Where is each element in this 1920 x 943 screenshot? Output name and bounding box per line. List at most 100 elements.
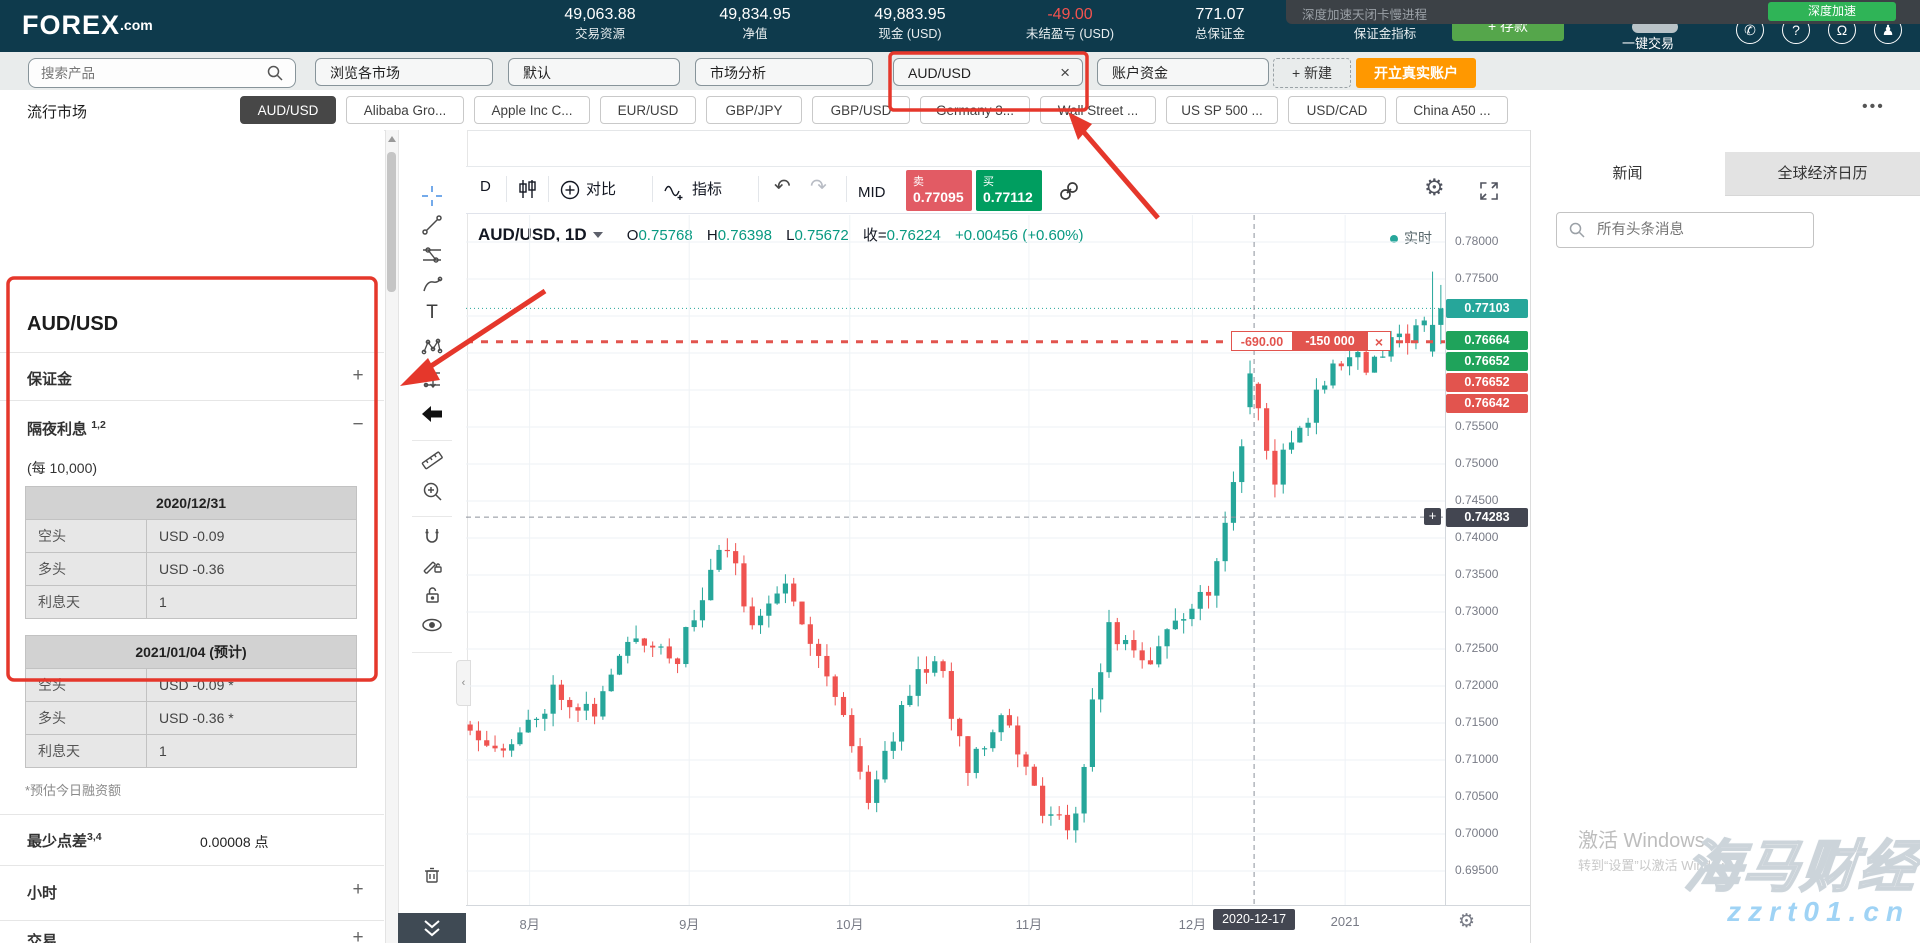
time-tick-label: 2021	[1330, 914, 1360, 929]
tab-economic-calendar[interactable]: 全球经济日历	[1725, 152, 1920, 196]
expand-icon[interactable]: +	[352, 879, 364, 900]
instrument-pill-china-a50-[interactable]: China A50 ...	[1396, 96, 1508, 124]
close-tab-icon[interactable]: ×	[1060, 63, 1070, 82]
candle	[1015, 725, 1021, 755]
candlestick-chart[interactable]	[466, 215, 1445, 905]
search-icon	[267, 65, 283, 81]
overnight-collapse-icon[interactable]: −	[352, 414, 364, 435]
sidebar-collapse-handle[interactable]: ‹	[456, 660, 471, 706]
toolbar-collapse-button[interactable]	[398, 913, 466, 943]
compare-icon[interactable]	[560, 180, 580, 205]
product-search-box[interactable]	[28, 58, 296, 88]
arrow-tool-icon[interactable]	[416, 402, 448, 430]
ruler-tool-icon[interactable]	[416, 448, 448, 476]
redo-icon[interactable]: ↷	[810, 176, 827, 198]
tab-account-funds[interactable]: 账户资金	[1097, 58, 1269, 86]
indicators-button[interactable]: 指标	[692, 181, 723, 198]
margin-expand-icon[interactable]: +	[352, 365, 364, 386]
link-order-icon[interactable]	[1058, 180, 1080, 207]
time-axis[interactable]	[466, 905, 1530, 943]
eye-tool-icon[interactable]	[416, 614, 448, 642]
instrument-pill-germany-3-[interactable]: Germany 3...	[920, 96, 1030, 124]
logo-text: FOREX	[22, 10, 121, 40]
candle	[774, 593, 780, 604]
instrument-pill-apple-inc-c-[interactable]: Apple Inc C...	[474, 96, 590, 124]
candle	[1089, 699, 1095, 767]
sidebar-scrollbar-thumb[interactable]	[387, 152, 396, 292]
tab-browse-markets[interactable]: 浏览各市场	[315, 58, 493, 86]
candle	[1181, 619, 1187, 621]
instrument-pill-aud-usd[interactable]: AUD/USD	[240, 96, 336, 124]
open-live-account-button[interactable]: 开立真实账户	[1356, 58, 1476, 88]
product-search-input[interactable]	[39, 62, 263, 84]
price-tick-label: 0.73000	[1455, 604, 1499, 618]
candle	[1280, 449, 1286, 485]
drawing-lock-icon[interactable]	[416, 554, 448, 582]
candle	[1388, 337, 1394, 357]
buy-button[interactable]: 买 0.77112	[976, 170, 1042, 211]
news-panel	[1530, 130, 1920, 943]
new-tab-button[interactable]: + 新建	[1273, 58, 1351, 88]
one-click-trade-toggle[interactable]	[1632, 21, 1678, 33]
legend-symbol[interactable]: AUD/USD, 1D	[478, 225, 587, 244]
news-search-input[interactable]	[1595, 218, 1799, 242]
candle	[650, 645, 656, 648]
tab-news[interactable]: 新闻	[1612, 165, 1643, 182]
candle	[666, 646, 672, 659]
order-size-label: -150 000	[1293, 331, 1367, 351]
instrument-pill-wall-street-[interactable]: Wall Street ...	[1040, 96, 1156, 124]
forex-logo[interactable]: FOREX.com	[22, 10, 153, 41]
instrument-pill-eur-usd[interactable]: EUR/USD	[600, 96, 696, 124]
chart-style-icon[interactable]	[516, 178, 538, 205]
compare-button[interactable]: 对比	[586, 181, 617, 198]
scrollbar-up-arrow[interactable]	[388, 136, 396, 142]
news-search-box[interactable]	[1556, 212, 1814, 248]
indicators-icon[interactable]	[663, 181, 685, 206]
price-tick-label: 0.75000	[1455, 456, 1499, 470]
magnet-tool-icon[interactable]	[416, 526, 448, 554]
lock-tool-icon[interactable]	[416, 584, 448, 612]
expand-icon[interactable]: +	[352, 927, 364, 943]
candle	[791, 583, 797, 602]
table-row: 空头 USD -0.09 *	[25, 668, 357, 702]
instrument-pill-us-sp-500-[interactable]: US SP 500 ...	[1166, 96, 1278, 124]
text-tool-icon[interactable]: T	[426, 302, 438, 323]
tab-audusd[interactable]: AUD/USD ×	[893, 58, 1083, 86]
candle	[915, 669, 921, 696]
forecast-tool-icon[interactable]	[416, 368, 448, 396]
sidebar-scrollbar[interactable]	[385, 130, 399, 943]
mid-price-label[interactable]: MID	[858, 184, 886, 201]
more-instruments-icon[interactable]: •••	[1862, 98, 1885, 115]
brush-tool-icon[interactable]	[416, 274, 448, 302]
chevron-down-icon[interactable]	[592, 232, 603, 238]
pattern-tool-icon[interactable]	[416, 336, 448, 364]
accelerator-text: 深度加速天闭卡慢进程	[1302, 8, 1428, 22]
candle	[1421, 320, 1427, 326]
tab-default[interactable]: 默认	[508, 58, 680, 86]
candle	[1156, 646, 1162, 665]
crosshair-drag-handle[interactable]: +	[1424, 508, 1441, 525]
accelerator-button[interactable]: 深度加速	[1768, 2, 1896, 21]
sell-button[interactable]: 卖 0.77095	[906, 170, 972, 211]
instrument-pill-gbp-jpy[interactable]: GBP/JPY	[706, 96, 802, 124]
price-tick-label: 0.72000	[1455, 678, 1499, 692]
fullscreen-icon[interactable]	[1478, 180, 1500, 207]
candle	[1073, 813, 1079, 831]
fib-tool-icon[interactable]	[416, 244, 448, 272]
instrument-pill-usd-cad[interactable]: USD/CAD	[1288, 96, 1386, 124]
tab-market-analysis[interactable]: 市场分析	[695, 58, 873, 86]
chart-settings-gear-icon[interactable]: ⚙	[1424, 174, 1445, 200]
undo-icon[interactable]: ↶	[774, 176, 791, 198]
interval-button[interactable]: D	[480, 178, 491, 195]
instrument-pill-gbp-usd[interactable]: GBP/USD	[812, 96, 910, 124]
instrument-pill-alibaba-gro-[interactable]: Alibaba Gro...	[346, 96, 464, 124]
order-close-icon[interactable]: ×	[1367, 331, 1391, 351]
zoom-tool-icon[interactable]	[416, 480, 448, 508]
trash-tool-icon[interactable]	[416, 864, 448, 892]
candle	[981, 748, 988, 750]
price-axis[interactable]	[1445, 212, 1531, 905]
trendline-tool-icon[interactable]	[416, 214, 448, 242]
crosshair-tool-icon[interactable]	[416, 184, 448, 212]
candle	[1346, 357, 1353, 367]
axis-settings-gear-icon[interactable]: ⚙	[1458, 911, 1476, 932]
